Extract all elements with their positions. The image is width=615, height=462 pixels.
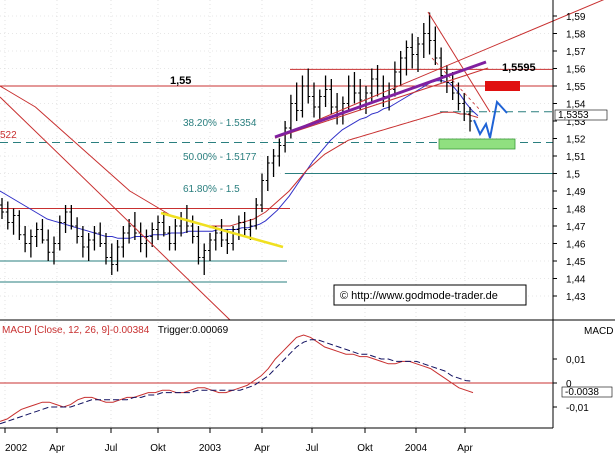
macd-group <box>0 334 553 425</box>
price-y-tick-label: 1,51 <box>566 152 586 163</box>
x-tick-label: Apr <box>457 443 473 454</box>
price-y-tick-label: 1,57 <box>566 47 586 58</box>
macd-series-line <box>0 334 474 422</box>
price-y-tick-label: 1,52 <box>566 135 586 146</box>
fib-label-382: 38.20% - 1.5354 <box>183 118 257 129</box>
macd-trigger-label: Trigger: <box>158 325 192 336</box>
long-trend-line <box>0 96 231 321</box>
x-tick-label: Apr <box>49 443 65 454</box>
price-y-tick-label: 1,58 <box>566 30 586 41</box>
level-label-15595: 1,5595 <box>502 62 536 74</box>
x-tick-label: Jul <box>105 443 118 454</box>
macd-series-line <box>0 339 474 425</box>
macd-y-tick-label: -0,01 <box>566 403 589 414</box>
support-box <box>438 138 516 150</box>
price-y-tick-label: 1,46 <box>566 240 586 251</box>
price-y-tick-label: 1,48 <box>566 205 586 216</box>
watermark-box <box>333 284 527 306</box>
price-y-tick-label: 1,45 <box>566 257 586 268</box>
macd-y-tick-label: 0,01 <box>566 355 586 366</box>
price-y-tick-label: 1,55 <box>566 82 586 93</box>
price-y-tick-label: 1,44 <box>566 275 586 286</box>
level-label-155: 1,55 <box>170 75 191 87</box>
macd-trigger-value: 0.00069 <box>192 325 229 336</box>
resistance-box <box>485 81 520 91</box>
x-tick-label: 2004 <box>405 443 428 454</box>
watermark: © http://www.godmode-trader.de <box>340 290 498 302</box>
purple-trend-line <box>274 60 487 139</box>
price-y-tick-label: 1,53 <box>566 117 586 128</box>
macd-title: MACD [Close, 12, 26, 9]-0.00384 Trigger:… <box>2 325 229 336</box>
price-y-tick-label: 1,47 <box>566 222 586 233</box>
macd-panel-label: MACD <box>584 326 613 337</box>
macd-title-value: -0.00384 <box>110 325 150 336</box>
x-tick-label: 2003 <box>199 443 222 454</box>
fib-label-500: 50.00% - 1.5177 <box>183 152 257 163</box>
left-edge-label: 522 <box>0 130 17 141</box>
price-y-tick-label: 1,49 <box>566 187 586 198</box>
channel-upper-line <box>274 0 605 139</box>
projection-path <box>473 99 508 139</box>
macd-y-tick-label: 0 <box>566 379 572 390</box>
macd-title-name: MACD [Close, 12, 26, 9] <box>2 325 110 336</box>
x-tick-label: Jul <box>306 443 319 454</box>
channel-lower-line <box>274 67 489 139</box>
x-tick-label: Okt <box>150 443 166 454</box>
downtrend-line <box>427 11 491 113</box>
price-y-tick-label: 1,56 <box>566 65 586 76</box>
price-y-tick-label: 1,43 <box>566 292 586 303</box>
macd-value-box <box>561 386 613 398</box>
drawings-group <box>0 0 605 321</box>
x-tick-label: 2002 <box>5 443 28 454</box>
price-y-tick-label: 1,59 <box>566 12 586 23</box>
yellow-trend-line <box>160 211 284 249</box>
price-y-tick-label: 1,5 <box>566 170 580 181</box>
price-y-tick-label: 1,54 <box>566 100 586 111</box>
price-box-label: 1,5353 <box>558 110 589 121</box>
price-box <box>554 109 608 121</box>
fib-label-618: 61.80% - 1.5 <box>183 184 240 195</box>
x-tick-label: Apr <box>254 443 270 454</box>
macd-value-label: -0.0038 <box>565 387 599 398</box>
x-tick-label: Okt <box>357 443 373 454</box>
